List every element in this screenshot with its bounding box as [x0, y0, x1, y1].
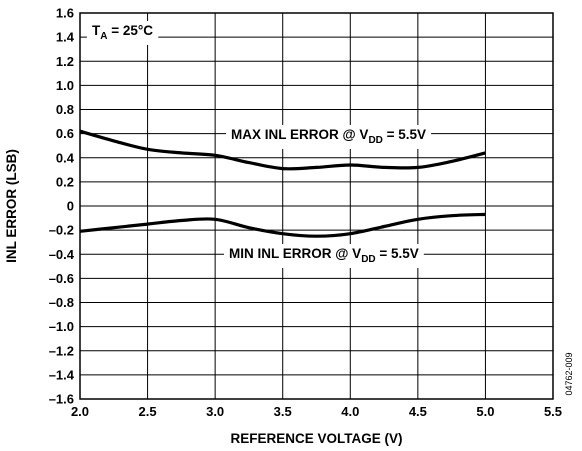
y-tick-labels: 1.6 1.4 1.2 1.0 0.8 0.6 0.4 0.2 0 –0.2 –0.4 –0.6 –0.… — [49, 6, 75, 407]
min-inl-error-label: MIN INL ERROR @ VDD = 5.5V — [224, 244, 424, 268]
temperature-condition-label-background — [87, 21, 159, 45]
min-inl-error-label-text: MIN INL ERROR @ VDD = 5.5V — [229, 246, 419, 265]
y-tick-label: 1.2 — [56, 54, 74, 69]
max-inl-error-label: MAX INL ERROR @ VDD = 5.5V — [226, 125, 432, 149]
y-tick-label: 0.8 — [56, 102, 74, 117]
x-tick-label: 2.0 — [71, 404, 89, 419]
x-tick-label: 3.5 — [274, 404, 292, 419]
y-tick-label: –0.2 — [49, 223, 74, 238]
y-tick-label: –1.2 — [49, 343, 74, 358]
temperature-condition-label: TA = 25°C — [87, 21, 159, 45]
x-tick-label: 3.0 — [206, 404, 224, 419]
y-tick-label: –1.6 — [49, 392, 74, 407]
y-axis-title: INL ERROR (LSB) — [4, 149, 19, 263]
y-tick-label: –0.6 — [49, 271, 74, 286]
x-tick-label: 5.5 — [544, 404, 562, 419]
y-tick-label: –1.4 — [49, 367, 75, 382]
y-tick-label: 0.6 — [56, 126, 74, 141]
x-tick-label: 2.5 — [139, 404, 157, 419]
annotation-layer: TA = 25°C MAX INL ERROR @ VDD = 5.5V MIN I… — [87, 21, 432, 268]
y-tick-label: –0.4 — [49, 247, 75, 262]
x-tick-label: 4.5 — [409, 404, 427, 419]
min-inl-error-curve — [79, 212, 486, 238]
y-tick-label: 1.0 — [56, 78, 74, 93]
y-tick-label: 1.4 — [56, 30, 75, 45]
x-tick-label: 5.0 — [476, 404, 494, 419]
max-inl-error-curve — [79, 129, 486, 171]
figure-code: 04762-009 — [564, 352, 574, 395]
x-tick-label: 4.0 — [341, 404, 359, 419]
grid — [80, 13, 553, 399]
temperature-condition-label-text: TA = 25°C — [92, 23, 153, 42]
max-inl-error-label-background — [226, 125, 432, 149]
series-layer — [79, 129, 486, 238]
max-inl-error-label-text: MAX INL ERROR @ VDD = 5.5V — [231, 127, 426, 146]
x-axis-title: REFERENCE VOLTAGE (V) — [230, 431, 402, 446]
x-tick-labels: 2.0 2.5 3.0 3.5 4.0 4.5 5.0 5.5 — [71, 404, 562, 419]
min-inl-error-label-background — [224, 244, 424, 268]
plot-frame — [79, 12, 554, 400]
y-tick-label: –1.0 — [49, 319, 74, 334]
y-tick-label: 0.4 — [56, 150, 75, 165]
y-tick-label: 0 — [67, 199, 74, 214]
y-tick-label: –0.8 — [49, 295, 74, 310]
y-tick-label: 1.6 — [56, 6, 74, 21]
y-tick-label: 0.2 — [56, 174, 74, 189]
